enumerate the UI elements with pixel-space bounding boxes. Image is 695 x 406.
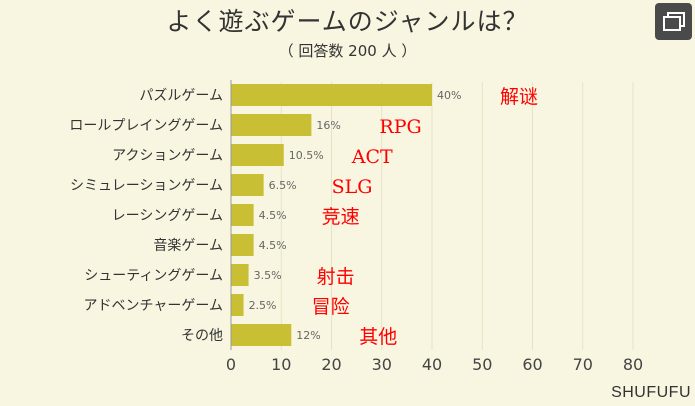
annotation-label: 冒险 — [312, 296, 350, 318]
category-label: レーシングゲーム — [112, 208, 223, 224]
bar — [231, 234, 254, 256]
category-label: パズルゲーム — [139, 88, 223, 104]
bar — [231, 294, 244, 316]
x-tick-label: 60 — [522, 355, 542, 374]
category-label: シミュレーションゲーム — [70, 178, 223, 194]
bar — [231, 114, 312, 136]
bar — [231, 174, 264, 196]
window-icon-button[interactable] — [655, 3, 692, 40]
value-label: 16% — [316, 119, 340, 132]
annotation-label: 射击 — [317, 266, 355, 288]
x-tick-label: 70 — [573, 355, 593, 374]
watermark: SHUFUFU — [611, 384, 691, 401]
bar — [231, 264, 249, 286]
bar — [231, 84, 432, 106]
x-tick-label: 0 — [226, 355, 236, 374]
annotation-label: 竞速 — [322, 206, 360, 228]
x-tick-label: 30 — [372, 355, 392, 374]
category-label: その他 — [181, 328, 223, 344]
value-label: 3.5% — [254, 269, 282, 282]
category-label: ロールプレイングゲーム — [69, 118, 223, 134]
annotation-label: 其他 — [359, 326, 397, 348]
value-label: 6.5% — [269, 179, 297, 192]
x-tick-label: 20 — [321, 355, 341, 374]
annotation-label: 解谜 — [500, 86, 538, 108]
bar — [231, 324, 292, 346]
chart-subtitle: （ 回答数 200 人 ） — [278, 42, 417, 60]
value-label: 4.5% — [259, 239, 287, 252]
bar — [231, 204, 254, 226]
value-label: 2.5% — [249, 299, 277, 312]
category-label: アドベンチャーゲーム — [84, 298, 223, 314]
x-tick-label: 10 — [271, 355, 291, 374]
annotation-label: RPG — [379, 116, 421, 138]
category-label: シューティングゲーム — [84, 268, 223, 284]
annotation-label: SLG — [332, 176, 373, 198]
bar — [231, 144, 284, 166]
x-tick-label: 50 — [472, 355, 492, 374]
category-label: 音楽ゲーム — [153, 237, 223, 254]
annotation-label: ACT — [351, 146, 393, 168]
chart-title: よく遊ぶゲームのジャンルは？ — [166, 7, 529, 36]
value-label: 4.5% — [259, 209, 287, 222]
x-tick-label: 40 — [422, 355, 442, 374]
value-label: 10.5% — [289, 149, 324, 162]
x-tick-label: 80 — [623, 355, 643, 374]
value-label: 12% — [296, 329, 320, 342]
value-label: 40% — [437, 89, 461, 102]
category-label: アクションゲーム — [112, 148, 223, 164]
window-icon — [663, 12, 685, 31]
